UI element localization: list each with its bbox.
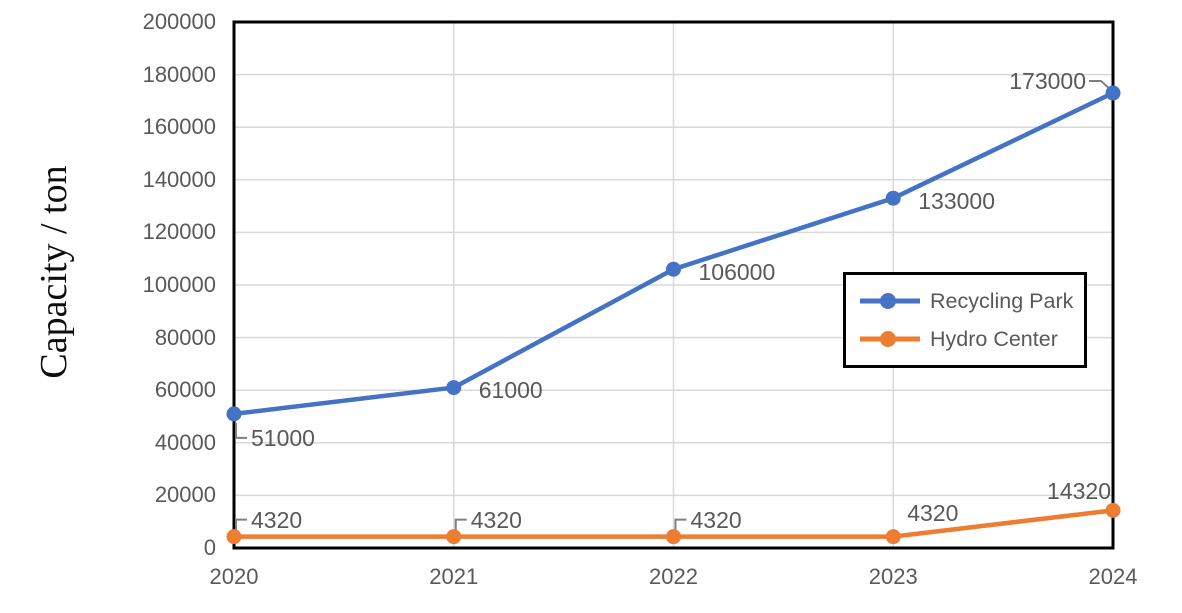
y-axis-tick-label: 140000	[142, 166, 216, 192]
data-point-marker-hydro-center	[226, 529, 242, 545]
data-label: 61000	[478, 377, 543, 404]
data-label: 4320	[690, 506, 742, 533]
y-axis-tick-label: 200000	[142, 9, 216, 34]
data-point-marker-hydro-center	[885, 529, 901, 545]
data-label: 51000	[251, 424, 315, 451]
data-label: 4320	[251, 506, 303, 533]
legend-label: Recycling Park	[930, 288, 1074, 313]
x-axis-tick-label: 2024	[1088, 564, 1138, 589]
legend-item-recycling-park: Recycling Park	[859, 286, 1084, 316]
data-label-leader-line	[235, 518, 247, 530]
x-axis-tick-label: 2023	[868, 564, 918, 589]
data-label-leader-line	[454, 518, 467, 530]
data-label: 4320	[907, 499, 959, 526]
data-point-marker-recycling-park	[226, 406, 242, 422]
data-label-leader-line	[235, 422, 247, 439]
y-axis-tick-label: 100000	[142, 272, 216, 297]
data-point-marker-recycling-park	[885, 190, 901, 206]
y-axis-tick-label: 40000	[154, 429, 216, 455]
data-point-marker-recycling-park	[1105, 85, 1121, 101]
data-point-marker-recycling-park	[666, 261, 681, 277]
legend-line-marker-icon	[860, 293, 920, 309]
data-label: 133000	[918, 187, 995, 214]
data-point-marker-recycling-park	[446, 380, 462, 396]
plot-border	[232, 20, 1115, 550]
data-point-marker-hydro-center	[666, 529, 681, 545]
x-axis-tick-label: 2021	[429, 564, 479, 589]
legend-item-hydro-center: Hydro Center	[859, 324, 1084, 354]
data-label-leader-line	[674, 518, 687, 530]
data-label: 106000	[698, 258, 776, 285]
data-label: 14320	[1047, 478, 1111, 505]
y-axis-tick-label: 20000	[154, 482, 216, 508]
y-axis-tick-label: 160000	[142, 114, 216, 140]
y-axis-tick-label: 180000	[142, 61, 216, 87]
x-axis-tick-label: 2020	[209, 564, 259, 589]
data-point-marker-hydro-center	[446, 529, 462, 545]
data-label-leader-line	[1089, 80, 1112, 91]
legend: Recycling Park Hydro Center	[843, 272, 1087, 368]
legend-line-marker-icon	[860, 331, 920, 347]
y-axis-tick-label: 0	[203, 535, 216, 560]
data-point-marker-hydro-center	[1105, 502, 1121, 518]
x-axis-tick-label: 2022	[649, 564, 698, 589]
legend-label: Hydro Center	[930, 326, 1058, 351]
data-label: 4320	[470, 506, 522, 533]
y-axis-tick-label: 80000	[154, 324, 216, 350]
y-axis-tick-label: 60000	[154, 377, 216, 403]
data-label: 173000	[1009, 68, 1086, 94]
y-axis-tick-label: 120000	[142, 219, 216, 245]
